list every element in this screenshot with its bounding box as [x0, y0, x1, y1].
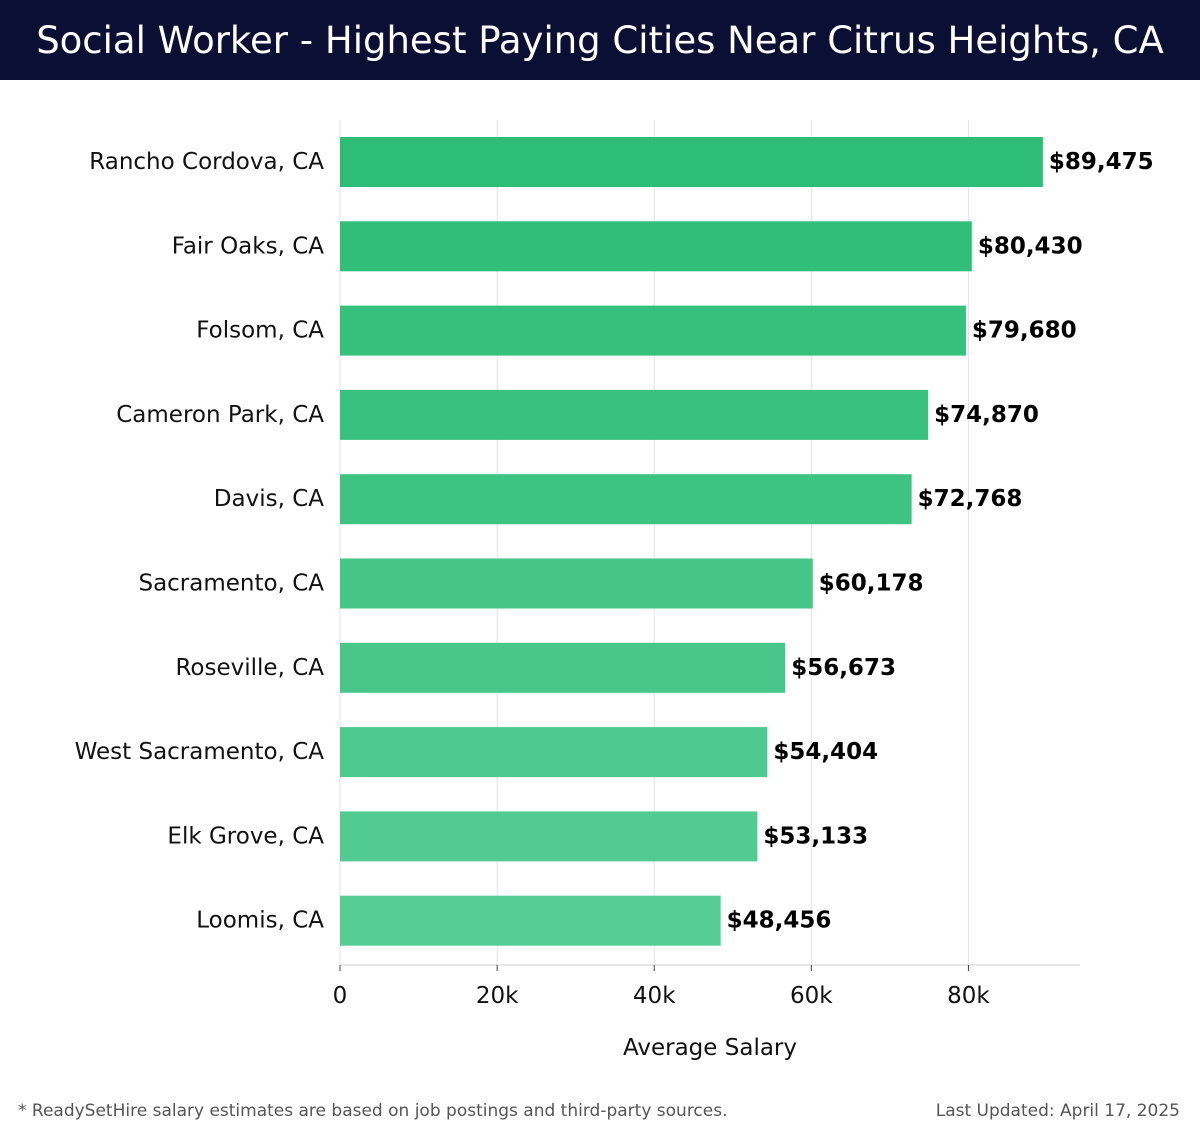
- category-label: West Sacramento, CA: [75, 739, 325, 765]
- x-tick-label: 20k: [476, 983, 519, 1009]
- footer-updated: Last Updated: April 17, 2025: [935, 1101, 1180, 1121]
- bar: [340, 558, 813, 609]
- category-label: Cameron Park, CA: [116, 402, 324, 428]
- category-label: Folsom, CA: [196, 318, 324, 344]
- value-label: $74,870: [934, 402, 1039, 428]
- category-label: Davis, CA: [214, 486, 324, 512]
- bar: [340, 389, 929, 440]
- category-label: Sacramento, CA: [138, 571, 324, 597]
- x-tick-label: 40k: [633, 983, 676, 1009]
- bar: [340, 895, 721, 946]
- value-label: $72,768: [918, 486, 1023, 512]
- x-tick-label: 60k: [790, 983, 833, 1009]
- category-label: Fair Oaks, CA: [172, 233, 325, 259]
- bar: [340, 474, 912, 525]
- value-label: $53,133: [763, 823, 868, 849]
- value-labels: $89,475 $80,430 $79,680 $74,870 $72,768 $60,1…: [727, 149, 1154, 934]
- value-label: $89,475: [1049, 149, 1154, 175]
- bars: [340, 137, 1043, 946]
- x-tick-label: 0: [333, 983, 348, 1009]
- bar: [340, 221, 972, 272]
- x-axis-title: Average Salary: [623, 1035, 797, 1061]
- x-tick-label: 80k: [947, 983, 990, 1009]
- value-label: $80,430: [978, 233, 1083, 259]
- bar-chart: Rancho Cordova, CA Fair Oaks, CA Folsom, C…: [75, 120, 1154, 1061]
- bar: [340, 305, 966, 356]
- chart-header: Social Worker - Highest Paying Cities Ne…: [0, 0, 1200, 80]
- category-label: Elk Grove, CA: [167, 823, 324, 849]
- bar: [340, 642, 786, 693]
- footer-note: * ReadySetHire salary estimates are base…: [18, 1101, 728, 1121]
- category-label: Loomis, CA: [196, 908, 324, 934]
- category-label: Roseville, CA: [175, 655, 324, 681]
- bar: [340, 811, 758, 862]
- value-label: $54,404: [773, 739, 878, 765]
- value-label: $56,673: [791, 655, 896, 681]
- value-label: $60,178: [819, 571, 924, 597]
- category-labels: Rancho Cordova, CA Fair Oaks, CA Folsom, C…: [75, 149, 325, 934]
- value-label: $48,456: [727, 908, 832, 934]
- category-label: Rancho Cordova, CA: [89, 149, 324, 175]
- value-label: $79,680: [972, 318, 1077, 344]
- chart-title: Social Worker - Highest Paying Cities Ne…: [36, 18, 1164, 62]
- bar: [340, 727, 768, 778]
- bar: [340, 137, 1043, 187]
- x-axis: 0 20k 40k 60k 80k Average Salary: [333, 964, 1080, 1061]
